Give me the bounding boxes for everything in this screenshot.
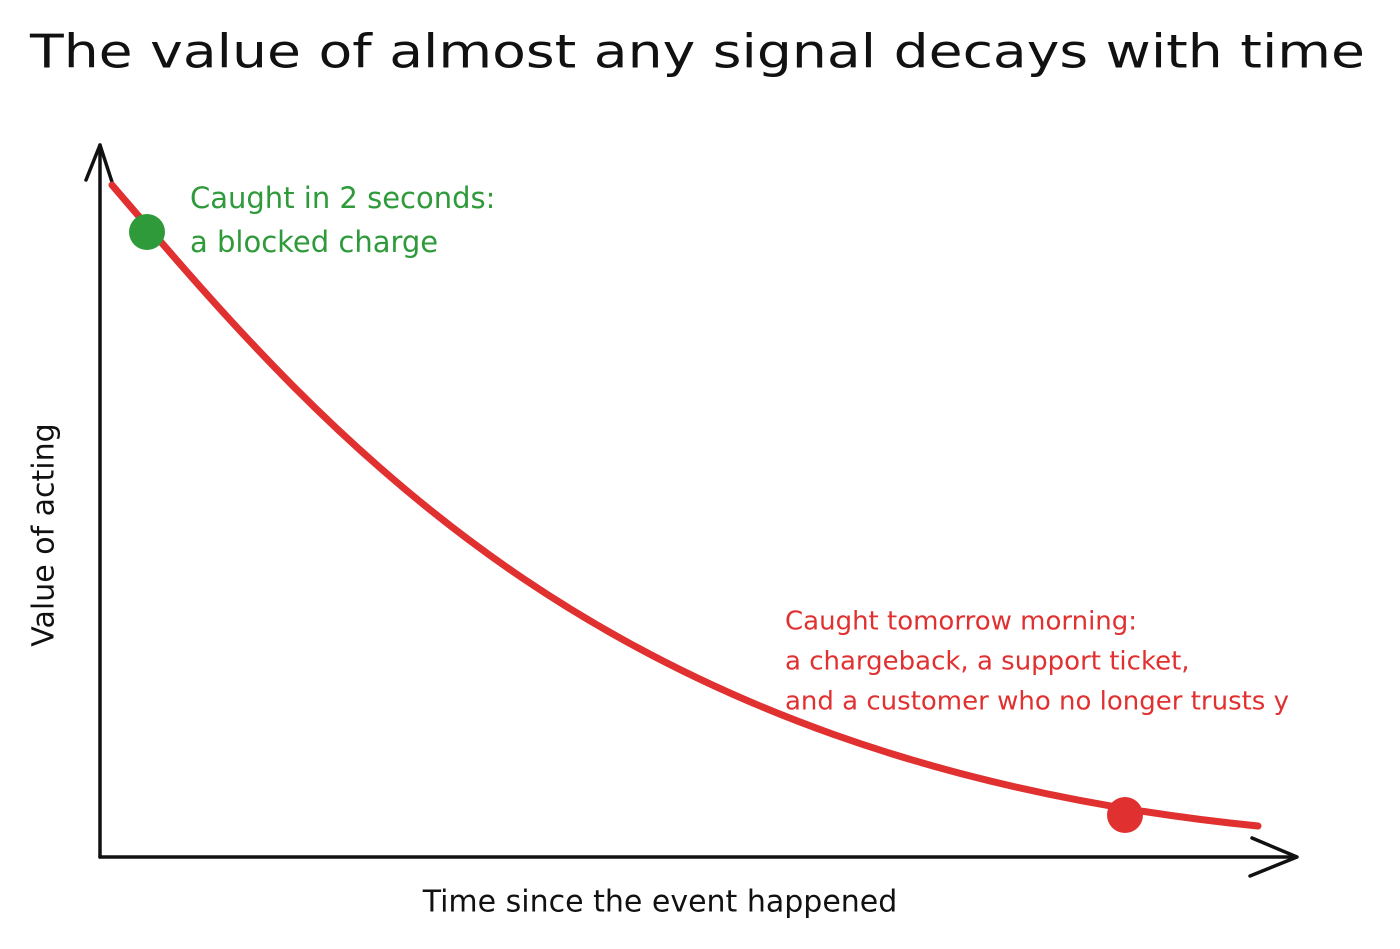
annotation-line: a blocked charge (190, 225, 438, 259)
y-arrow (84, 143, 114, 184)
early-point (129, 214, 165, 250)
y-axis-label: Value of acting (27, 423, 62, 646)
decay-curve (108, 181, 1262, 830)
x-arrow (1248, 836, 1299, 878)
axes (84, 143, 1299, 878)
title: The value of almost any signal decays wi… (29, 25, 1365, 79)
annotation-line: Caught tomorrow morning: (785, 607, 1137, 637)
annotation-line: a chargeback, a support ticket, (785, 647, 1190, 677)
annotation-line: Caught in 2 seconds: (190, 181, 495, 215)
annotation-line: and a customer who no longer trusts y (785, 687, 1289, 717)
late-point (1107, 797, 1143, 833)
x-axis-label: Time since the event happened (422, 885, 898, 920)
